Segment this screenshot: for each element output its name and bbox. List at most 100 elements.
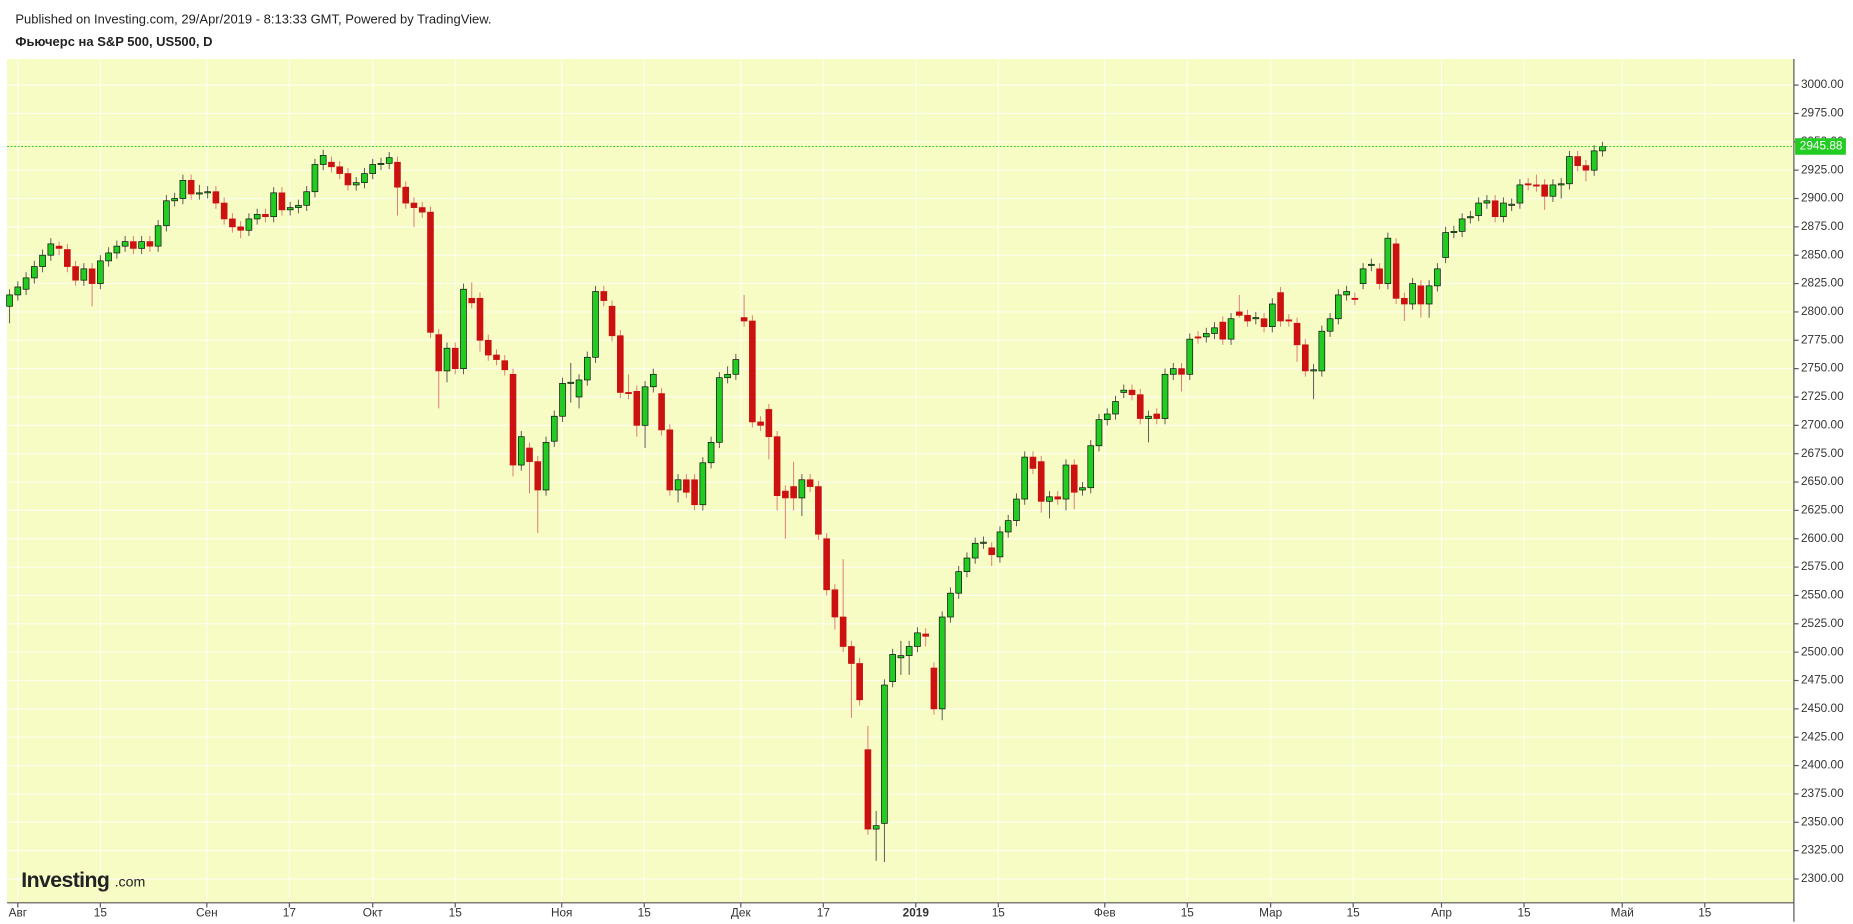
candle-body	[427, 211, 434, 333]
candle-body	[988, 547, 996, 555]
candle-body	[377, 163, 385, 165]
candle-body	[1392, 243, 1400, 299]
candle-body	[616, 335, 624, 393]
candle-body	[476, 297, 484, 341]
candle-body	[856, 663, 863, 701]
candle-body	[683, 479, 690, 493]
y-tick-label: 2500.00	[1801, 644, 1844, 658]
candle-body	[295, 204, 302, 208]
candle-body	[245, 218, 253, 231]
x-tick-label: 15	[1698, 906, 1712, 920]
candle-body	[1120, 389, 1128, 393]
candle-body	[443, 347, 451, 372]
x-tick-label: Мар	[1259, 906, 1283, 920]
candle-body	[1599, 146, 1606, 152]
candle-body	[782, 490, 789, 499]
candle-body	[385, 157, 393, 164]
candle-body	[1500, 202, 1507, 218]
x-tick-label: Апр	[1431, 906, 1452, 920]
x-tick-label: 17	[283, 906, 296, 920]
candle-body	[179, 180, 187, 199]
candle-body	[1219, 321, 1227, 340]
candle-body	[88, 268, 96, 284]
candle-body	[1087, 445, 1095, 489]
candle-body	[1112, 401, 1119, 415]
candle-body	[724, 373, 731, 379]
candle-body	[352, 182, 360, 186]
candle-body	[1359, 268, 1367, 284]
candle-body	[872, 825, 880, 830]
candle-body	[625, 392, 632, 394]
candle-body	[1103, 413, 1111, 421]
candle-body	[1351, 297, 1359, 300]
candle-body	[658, 393, 665, 431]
candle-body	[534, 461, 542, 491]
candle-body	[575, 379, 583, 398]
candle-body	[1384, 237, 1392, 284]
candle-body	[889, 654, 896, 682]
candle-body	[80, 268, 88, 281]
y-tick-label: 2625.00	[1801, 503, 1844, 517]
candle-body	[212, 191, 220, 204]
candle-body	[806, 479, 814, 487]
x-tick-label: 15	[1347, 906, 1361, 920]
candle-body	[154, 225, 162, 247]
candle-body	[947, 592, 954, 618]
candle-body	[1524, 183, 1532, 186]
watermark: Investing	[21, 868, 109, 892]
y-tick-label: 2475.00	[1801, 673, 1844, 687]
candle-body	[1467, 216, 1474, 219]
candle-body	[1186, 338, 1194, 375]
candle-body	[773, 436, 781, 497]
candle-body	[749, 320, 756, 423]
y-tick-label: 2725.00	[1801, 389, 1844, 403]
x-tick-label: 2019	[903, 906, 930, 920]
x-tick-label: 15	[449, 906, 463, 920]
candle-body	[311, 164, 319, 193]
candle-body	[262, 214, 269, 218]
candle-body	[509, 373, 517, 466]
x-tick-label: Ноя	[551, 906, 572, 920]
candle-body	[550, 415, 558, 442]
candle-body	[1202, 333, 1210, 338]
candle-body	[105, 252, 112, 262]
candle-body	[253, 214, 261, 220]
candle-body	[583, 356, 591, 381]
y-tick-label: 2300.00	[1801, 871, 1844, 885]
candle-body	[344, 173, 352, 186]
x-tick-label: Дек	[731, 906, 752, 920]
candle-body	[1021, 456, 1029, 500]
candle-body	[493, 354, 500, 360]
candle-body	[955, 571, 962, 594]
candle-body	[1417, 285, 1425, 305]
candle-body	[1054, 496, 1062, 500]
candle-body	[641, 386, 649, 426]
x-tick-label: 15	[1181, 906, 1195, 920]
candle-body	[740, 317, 748, 322]
y-tick-label: 2550.00	[1801, 588, 1844, 602]
candle-body	[1335, 294, 1342, 320]
candle-body	[319, 155, 327, 165]
candle-body	[1070, 464, 1078, 493]
candle-body	[1442, 232, 1449, 258]
x-tick-label: 15	[1517, 906, 1531, 920]
candle-body	[1326, 318, 1334, 332]
candle-body	[526, 447, 533, 462]
candle-body	[815, 486, 822, 535]
y-tick-label: 2325.00	[1801, 843, 1844, 857]
x-tick-label: Сен	[196, 906, 218, 920]
candle-body	[1590, 150, 1598, 171]
candle-body	[72, 266, 79, 281]
y-tick-label: 2700.00	[1801, 417, 1844, 431]
x-tick-label: 17	[817, 906, 830, 920]
watermark-suffix: .com	[115, 874, 146, 890]
candle-body	[1136, 394, 1144, 419]
candle-body	[204, 191, 211, 194]
y-tick-label: 2775.00	[1801, 332, 1844, 346]
candle-body	[501, 360, 509, 371]
candle-body	[369, 164, 377, 174]
candle-body	[938, 616, 946, 710]
candle-body	[64, 249, 71, 267]
